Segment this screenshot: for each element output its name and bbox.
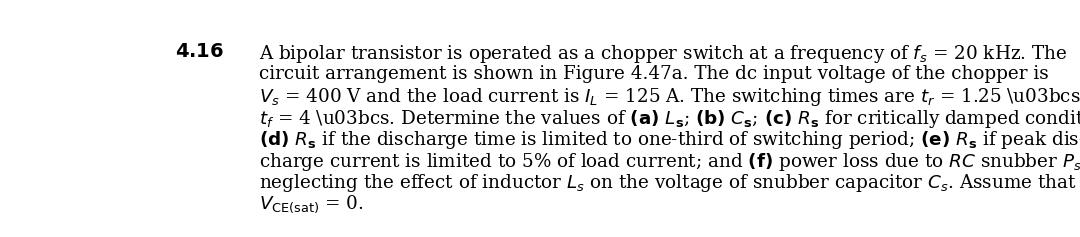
Text: neglecting the effect of inductor $L_s$ on the voltage of snubber capacitor $C_s: neglecting the effect of inductor $L_s$ … — [259, 172, 1077, 194]
Text: $t_f$ = 4 \u03bcs. Determine the values of $\mathbf{(a)}$ $\mathbf{\mathit{L}_s}: $t_f$ = 4 \u03bcs. Determine the values … — [259, 108, 1080, 130]
Text: A bipolar transistor is operated as a chopper switch at a frequency of $f_s$ = 2: A bipolar transistor is operated as a ch… — [259, 43, 1067, 65]
Text: $V_s$ = 400 V and the load current is $I_L$ = 125 A. The switching times are $t_: $V_s$ = 400 V and the load current is $I… — [259, 86, 1080, 108]
Text: $\mathbf{(d)}$ $\mathbf{\mathit{R}_s}$ if the discharge time is limited to one-t: $\mathbf{(d)}$ $\mathbf{\mathit{R}_s}$ i… — [259, 129, 1080, 151]
Text: $V_\mathrm{CE(sat)}$ = 0.: $V_\mathrm{CE(sat)}$ = 0. — [259, 194, 364, 215]
Text: $\mathbf{4.16}$: $\mathbf{4.16}$ — [175, 43, 225, 61]
Text: charge current is limited to 5% of load current; and $\mathbf{(f)}$ power loss d: charge current is limited to 5% of load … — [259, 151, 1080, 173]
Text: circuit arrangement is shown in Figure 4.47a. The dc input voltage of the choppe: circuit arrangement is shown in Figure 4… — [259, 64, 1049, 82]
